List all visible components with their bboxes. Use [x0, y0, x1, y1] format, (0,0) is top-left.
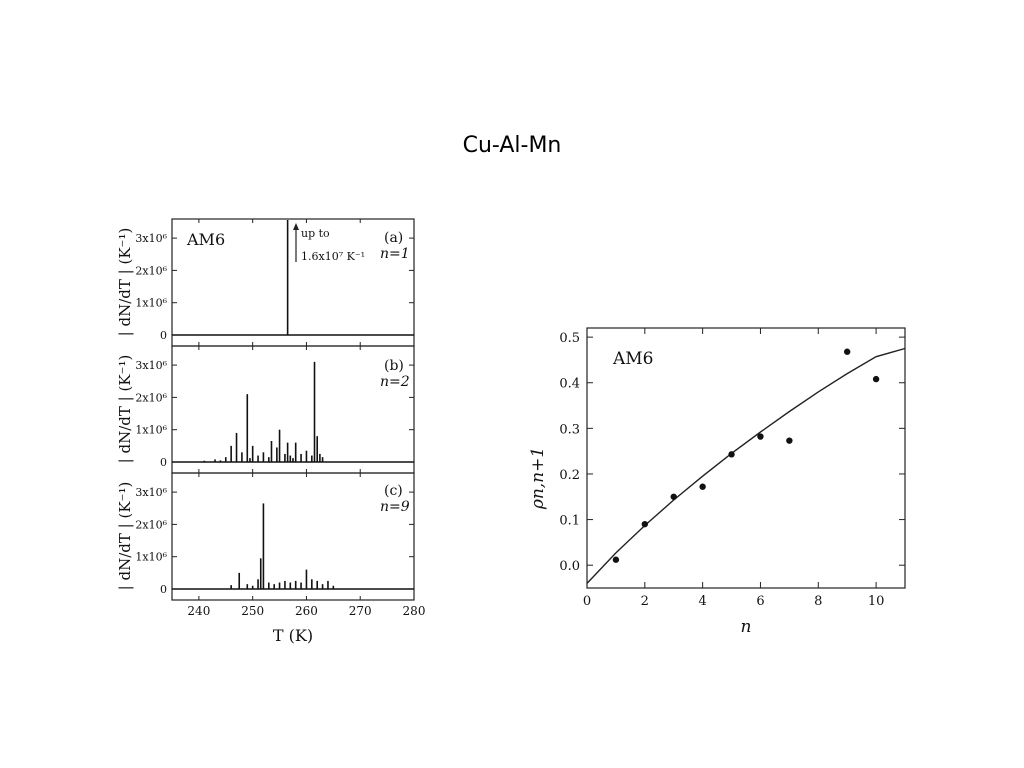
panel-a-sample-label: AM6	[186, 230, 225, 249]
panel-a-ylabel: | dN/dT | (K⁻¹)	[116, 228, 134, 337]
panel-c-n-label: n=9	[380, 499, 410, 515]
annotation-line-1: up to	[301, 227, 330, 240]
panel-b-n-label: n=2	[380, 374, 410, 390]
x-tick-label: 250	[241, 604, 264, 618]
panel-a: 3x10⁶ 2x10⁶ 1x10⁶ 0 AM6 (a) n=1 up to 1.6x1…	[116, 218, 415, 347]
y-axis-label: ρn,n+1	[528, 447, 548, 510]
x-tick-label: 8	[814, 594, 822, 609]
panel-a-label: (a)	[384, 230, 403, 246]
y-tick-label: 0.1	[559, 514, 580, 529]
x-tick-label: 0	[583, 594, 591, 609]
data-point	[757, 433, 764, 440]
shared-xaxis: 240 250 260 270 280	[187, 604, 425, 618]
x-tick-label: 270	[349, 604, 372, 618]
y-tick-label: 0.3	[559, 422, 580, 437]
x-tick-label: 10	[868, 594, 885, 609]
y-tick-label: 0	[160, 583, 167, 596]
y-tick-label: 0.5	[559, 331, 580, 346]
x-tick-label: 4	[698, 594, 706, 609]
panel-b-ylabel: | dN/dT | (K⁻¹)	[116, 355, 134, 464]
y-tick-label: 0.4	[559, 377, 580, 392]
data-point	[843, 348, 851, 355]
sample-label: AM6	[612, 349, 654, 369]
y-tick-label: 3x10⁶	[135, 232, 167, 245]
x-tick-label: 2	[641, 594, 649, 609]
data-point	[612, 556, 620, 563]
annotation-line-2: 1.6x10⁷ K⁻¹	[301, 250, 365, 263]
y-tick-label: 0.0	[559, 559, 580, 574]
panel-a-yaxis: 3x10⁶ 2x10⁶ 1x10⁶ 0	[135, 219, 415, 346]
y-tick-label: 3x10⁶	[135, 486, 167, 499]
y-tick-label: 1x10⁶	[135, 551, 167, 564]
panel-a-n-label: n=1	[380, 246, 410, 262]
data-point	[872, 375, 880, 383]
x-axis-label: n	[741, 617, 752, 637]
y-tick-label: 3x10⁶	[135, 359, 167, 372]
panel-c-label: (c)	[384, 483, 403, 499]
dndt-figure: 3x10⁶ 2x10⁶ 1x10⁶ 0 AM6 (a) n=1 up to 1.6x1…	[116, 218, 425, 645]
data-points	[612, 348, 880, 563]
panel-b: 3x10⁶ 2x10⁶ 1x10⁶ 0 (b) n=2 | dN/dT | (K⁻¹)	[116, 345, 415, 474]
x-axis-label: T (K)	[273, 626, 313, 645]
x-tick-label: 260	[295, 604, 318, 618]
y-tick-label: 2x10⁶	[135, 264, 167, 277]
data-point	[728, 451, 735, 458]
data-point	[670, 493, 677, 500]
panel-c-ylabel: | dN/dT | (K⁻¹)	[116, 482, 134, 591]
y-tick-label: 1x10⁶	[135, 424, 167, 437]
y-tick-label: 0.2	[559, 468, 580, 483]
panel-b-marks	[172, 361, 414, 463]
panel-c: 3x10⁶ 2x10⁶ 1x10⁶ 0 (c) n=9 | dN/dT | (K⁻¹)	[116, 472, 415, 601]
panel-b-label: (b)	[384, 358, 404, 374]
data-point	[786, 437, 793, 444]
y-tick-label: 2x10⁶	[135, 518, 167, 531]
panel-b-yaxis: 3x10⁶ 2x10⁶ 1x10⁶ 0	[135, 346, 415, 473]
panel-c-marks	[172, 503, 414, 590]
x-tick-label: 6	[756, 594, 764, 609]
panel-a-marks	[172, 220, 414, 336]
panel-c-frame	[171, 472, 415, 601]
x-tick-label: 280	[403, 604, 426, 618]
y-tick-label: 2x10⁶	[135, 391, 167, 404]
panel-b-frame	[171, 345, 415, 474]
y-tick-label: 0	[160, 329, 167, 342]
annotation-arrowhead	[293, 223, 299, 230]
panel-c-yaxis: 3x10⁶ 2x10⁶ 1x10⁶ 0	[135, 473, 415, 600]
y-tick-label: 0	[160, 456, 167, 469]
y-tick-label: 1x10⁶	[135, 297, 167, 310]
fit-curve	[586, 347, 906, 584]
rho-figure: 0 2 4 6 8 10 0.0 0.1 0.2 0.3 0.4 0.5 AM6 n ρn,n+1	[528, 327, 906, 637]
rho-axes: 0 2 4 6 8 10 0.0 0.1 0.2 0.3 0.4 0.5	[559, 328, 905, 609]
data-point	[641, 520, 649, 528]
x-tick-label: 240	[187, 604, 210, 618]
slide-title: Cu-Al-Mn	[462, 133, 562, 158]
plot-frame	[586, 327, 906, 589]
data-point	[699, 483, 706, 490]
